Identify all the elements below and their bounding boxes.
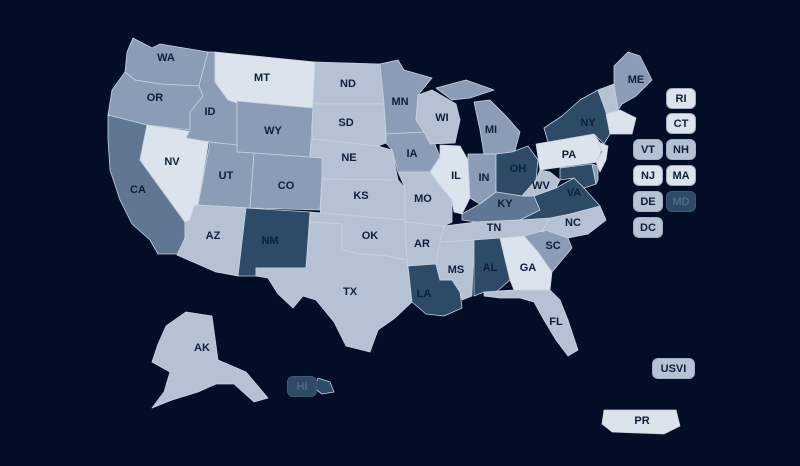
state-wa[interactable] — [124, 37, 209, 87]
state-mi[interactable] — [473, 99, 521, 155]
chip-ma[interactable]: MA — [666, 165, 696, 186]
state-mi-upper[interactable] — [435, 79, 495, 101]
state-de[interactable] — [591, 163, 599, 185]
state-ms[interactable] — [435, 239, 475, 301]
state-nm[interactable] — [237, 207, 311, 277]
chip-dc[interactable]: DC — [633, 217, 663, 238]
state-wi[interactable] — [415, 89, 461, 145]
state-co[interactable] — [249, 152, 324, 211]
state-sd[interactable] — [311, 103, 387, 147]
state-il[interactable] — [429, 144, 471, 215]
chip-md[interactable]: MD — [666, 191, 696, 212]
chip-nh[interactable]: NH — [666, 139, 696, 160]
state-wv[interactable] — [521, 169, 561, 197]
state-nj[interactable] — [595, 141, 609, 173]
state-ak[interactable] — [151, 311, 269, 409]
chip-vt[interactable]: VT — [633, 139, 663, 160]
state-wy[interactable] — [236, 100, 314, 158]
chip-ri[interactable]: RI — [666, 88, 696, 109]
state-mt[interactable] — [214, 51, 316, 109]
chip-hi[interactable]: HI — [287, 376, 317, 397]
state-nd[interactable] — [312, 61, 385, 105]
state-va[interactable] — [519, 177, 601, 221]
state-ne[interactable] — [309, 138, 399, 181]
chip-nj[interactable]: NJ — [633, 165, 663, 186]
chip-usvi[interactable]: USVI — [652, 358, 695, 379]
state-pr[interactable] — [601, 409, 681, 435]
state-hi[interactable] — [313, 377, 335, 395]
state-ny[interactable] — [543, 89, 611, 145]
state-tx[interactable] — [255, 221, 413, 353]
state-fl[interactable] — [483, 289, 579, 357]
state-ma-ct-ri[interactable] — [605, 109, 637, 135]
chip-de[interactable]: DE — [633, 191, 663, 212]
state-me[interactable] — [613, 51, 653, 111]
chip-ct[interactable]: CT — [666, 113, 696, 134]
